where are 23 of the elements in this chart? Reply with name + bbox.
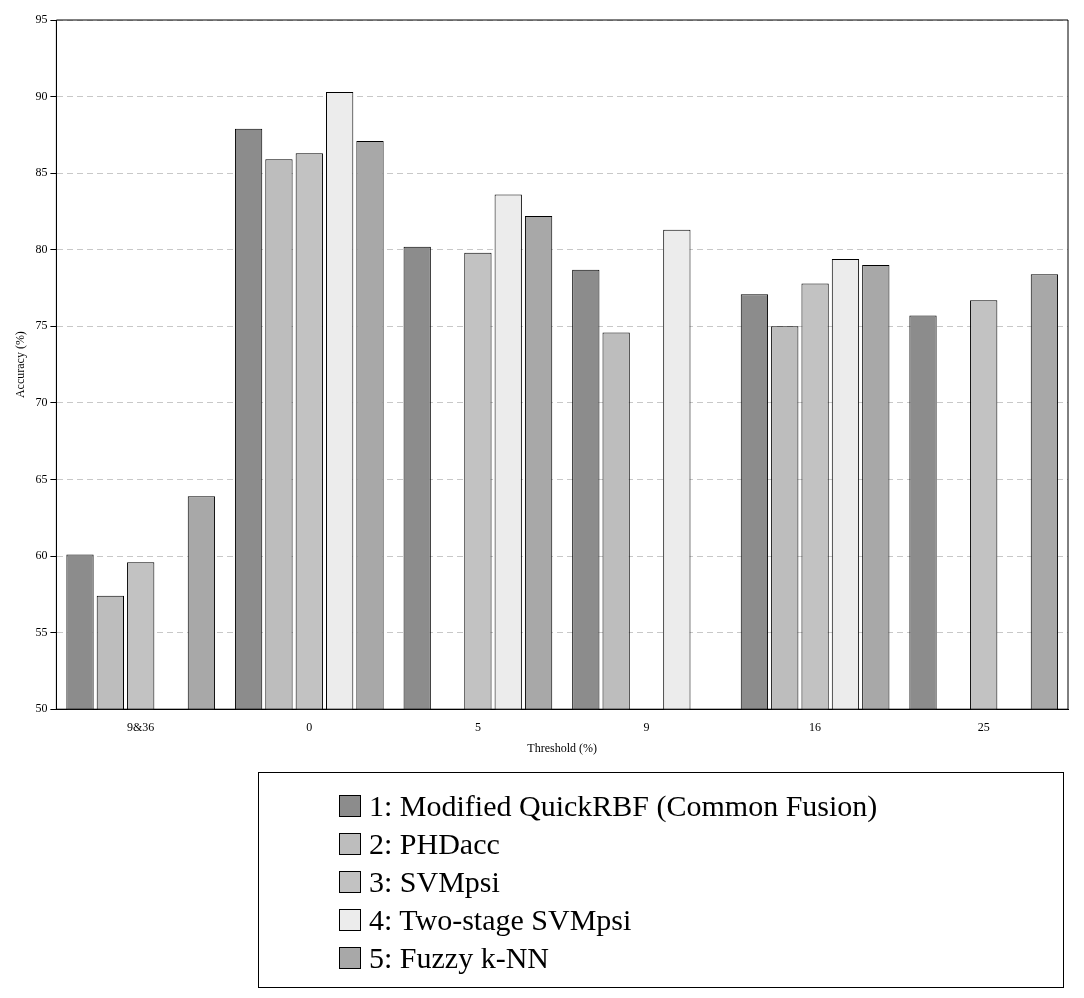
y-tick-label: 75 <box>35 318 48 333</box>
y-tick-label: 85 <box>35 165 48 180</box>
x-tick-label: 9 <box>643 719 650 734</box>
y-tick-label: 90 <box>35 88 48 103</box>
y-tick-label: 70 <box>35 395 48 410</box>
x-tick-label: 5 <box>474 719 481 734</box>
legend-label: 3: SVMpsi <box>369 864 500 900</box>
y-tick-label: 60 <box>35 548 48 563</box>
x-axis-title: Threshold (%) <box>527 740 598 755</box>
legend-label: 4: Two-stage SVMpsi <box>369 902 632 938</box>
y-tick-label: 65 <box>35 471 48 486</box>
y-tick-label: 50 <box>35 701 48 716</box>
x-tick-label: 25 <box>977 719 990 734</box>
x-tick-label: 16 <box>809 719 822 734</box>
y-tick-label: 55 <box>35 624 48 639</box>
y-axis-title: Accuracy (%) <box>13 331 28 399</box>
legend-label: 2: PHDacc <box>369 826 500 862</box>
legend-label: 5: Fuzzy k-NN <box>369 940 549 976</box>
x-tick-label: 0 <box>306 719 313 734</box>
y-tick-label: 80 <box>35 241 48 256</box>
x-tick-label: 9&36 <box>127 719 155 734</box>
legend-label: 1: Modified QuickRBF (Common Fusion) <box>369 788 878 824</box>
y-tick-label: 95 <box>35 12 48 27</box>
